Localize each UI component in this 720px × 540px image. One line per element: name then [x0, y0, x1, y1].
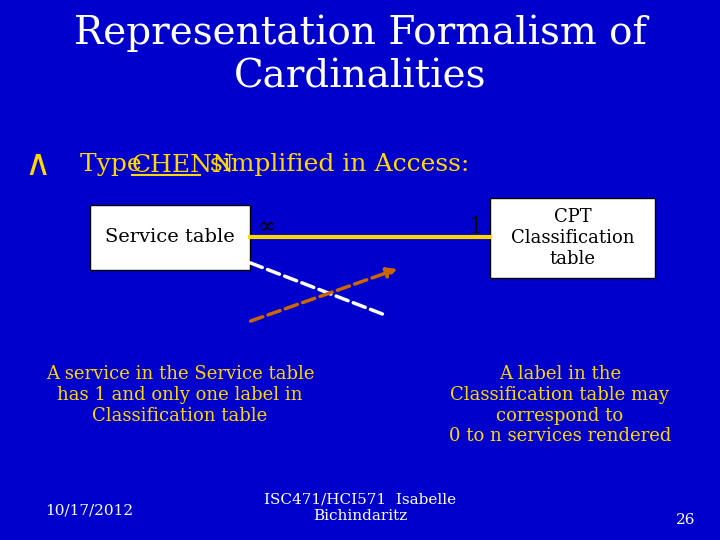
Text: simplified in Access:: simplified in Access:: [202, 153, 469, 177]
Text: ∧: ∧: [24, 148, 51, 182]
Text: Service table: Service table: [105, 228, 235, 246]
Text: A service in the Service table
has 1 and only one label in
Classification table: A service in the Service table has 1 and…: [46, 365, 314, 424]
Text: 1: 1: [468, 216, 482, 238]
FancyBboxPatch shape: [490, 198, 655, 278]
Text: CPT
Classification
table: CPT Classification table: [510, 208, 634, 268]
Text: ∞: ∞: [258, 216, 276, 238]
Text: Representation Formalism of
Cardinalities: Representation Formalism of Cardinalitie…: [73, 15, 647, 95]
Text: CHENN: CHENN: [132, 153, 235, 177]
Text: Type: Type: [80, 153, 150, 177]
Text: A label in the
Classification table may
correspond to
0 to n services rendered: A label in the Classification table may …: [449, 365, 671, 446]
Text: 10/17/2012: 10/17/2012: [45, 503, 133, 517]
Text: ISC471/HCI571  Isabelle
Bichindaritz: ISC471/HCI571 Isabelle Bichindaritz: [264, 493, 456, 523]
Text: 26: 26: [675, 513, 695, 527]
FancyBboxPatch shape: [90, 205, 250, 270]
